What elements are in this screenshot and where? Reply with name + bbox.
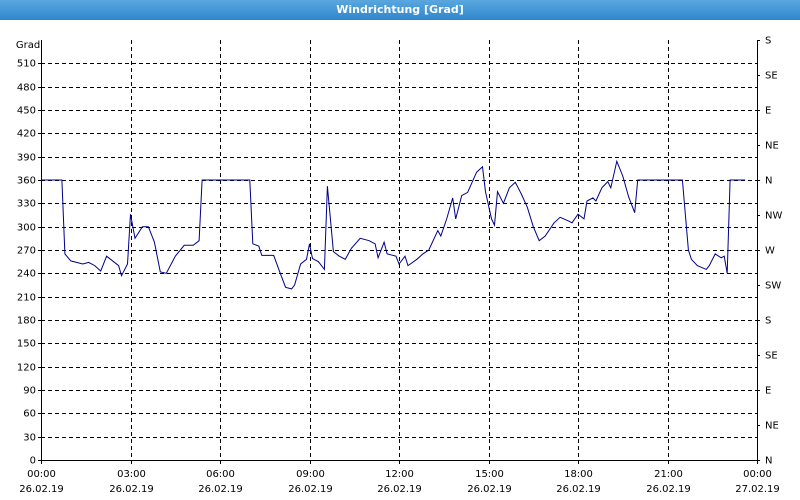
x-tick-label: 00:00 [27,469,56,480]
y-tick-label: 60 [23,409,36,420]
y-tick-label: 330 [17,199,36,210]
x-tick-label: 00:00 [743,469,772,480]
y-tick-label: 0 [30,456,36,467]
x-tick-label: 15:00 [475,469,504,480]
y2-tick-label: NE [765,141,779,152]
y-axis-label: Grad [16,40,40,51]
y2-tick-label: NE [765,421,779,432]
y2-tick-label: N [765,176,772,187]
y2-tick-label: S [765,316,771,327]
x-tick-label: 09:00 [296,469,325,480]
x-tick-label: 06:00 [206,469,235,480]
y-tick-label: 90 [23,386,36,397]
y2-tick-label: SE [765,71,778,82]
x-tick-label: 03:00 [117,469,146,480]
x-tick-label: 21:00 [654,469,683,480]
title-bar [0,0,800,20]
y-tick-label: 420 [17,129,36,140]
y-tick-label: 480 [17,83,36,94]
x-date-label: 26.02.19 [109,484,154,495]
x-date-label: 27.02.19 [735,484,780,495]
y-tick-label: 180 [17,316,36,327]
x-date-label: 26.02.19 [19,484,64,495]
x-date-label: 26.02.19 [377,484,422,495]
y2-tick-label: N [765,456,772,467]
y-tick-label: 450 [17,106,36,117]
y2-tick-label: NW [765,211,782,222]
y-tick-label: 300 [17,223,36,234]
x-date-label: 26.02.19 [646,484,691,495]
y-tick-label: 270 [17,246,36,257]
x-tick-label: 18:00 [564,469,593,480]
y2-tick-label: W [765,246,775,257]
y-tick-label: 150 [17,339,36,350]
y2-tick-label: E [765,106,771,117]
y-tick-label: 240 [17,269,36,280]
y-tick-label: 210 [17,293,36,304]
y-tick-label: 390 [17,153,36,164]
y-tick-label: 360 [17,176,36,187]
chart-title: Windrichtung [Grad] [336,3,464,16]
x-date-label: 26.02.19 [198,484,243,495]
data-line [41,159,746,290]
x-date-label: 26.02.19 [288,484,333,495]
x-date-label: 26.02.19 [556,484,601,495]
y-tick-label: 510 [17,59,36,70]
y2-tick-label: SW [765,281,781,292]
y-tick-label: 120 [17,363,36,374]
x-tick-label: 12:00 [385,469,414,480]
y2-tick-label: E [765,386,771,397]
y2-tick-label: SE [765,351,778,362]
x-date-label: 26.02.19 [467,484,512,495]
y-tick-label: 30 [23,433,36,444]
y2-tick-label: S [765,36,771,47]
